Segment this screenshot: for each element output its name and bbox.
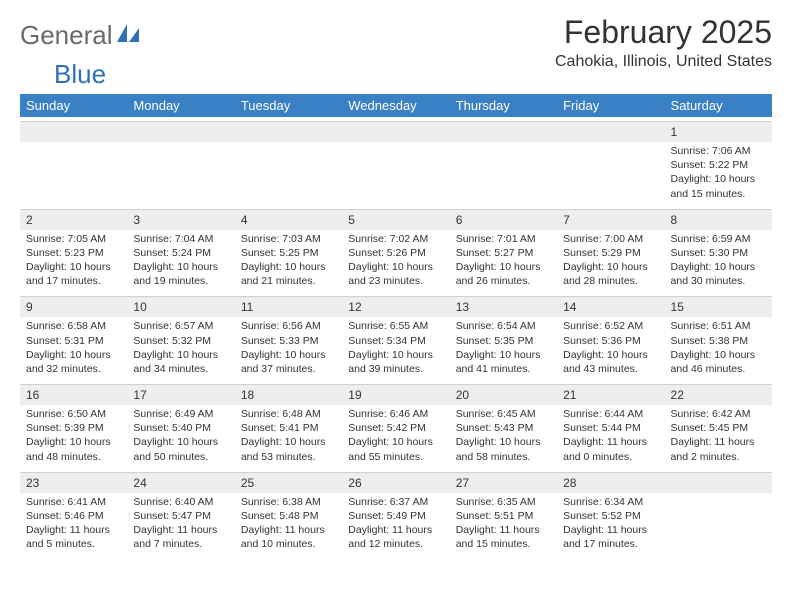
day-details-cell (665, 493, 772, 560)
logo-text-blue: Blue (54, 59, 792, 90)
day-details-cell: Sunrise: 6:51 AM Sunset: 5:38 PM Dayligh… (665, 317, 772, 384)
day-details-cell (20, 142, 127, 209)
day-number-cell: 25 (235, 472, 342, 493)
day-details-cell: Sunrise: 7:05 AM Sunset: 5:23 PM Dayligh… (20, 230, 127, 297)
details-row: Sunrise: 6:58 AM Sunset: 5:31 PM Dayligh… (20, 317, 772, 384)
day-details-cell: Sunrise: 6:35 AM Sunset: 5:51 PM Dayligh… (450, 493, 557, 560)
day-details-cell: Sunrise: 6:49 AM Sunset: 5:40 PM Dayligh… (127, 405, 234, 472)
weekday-header-row: Sunday Monday Tuesday Wednesday Thursday… (20, 94, 772, 117)
logo: General (20, 20, 139, 51)
day-details-cell: Sunrise: 6:56 AM Sunset: 5:33 PM Dayligh… (235, 317, 342, 384)
day-details-cell: Sunrise: 7:06 AM Sunset: 5:22 PM Dayligh… (665, 142, 772, 209)
day-number-cell: 21 (557, 385, 664, 406)
day-number-cell: 24 (127, 472, 234, 493)
details-row: Sunrise: 7:05 AM Sunset: 5:23 PM Dayligh… (20, 230, 772, 297)
day-details-cell: Sunrise: 7:00 AM Sunset: 5:29 PM Dayligh… (557, 230, 664, 297)
weekday-friday: Friday (557, 94, 664, 117)
weekday-saturday: Saturday (665, 94, 772, 117)
day-number-cell (127, 122, 234, 143)
day-number-cell: 17 (127, 385, 234, 406)
day-details-cell (557, 142, 664, 209)
day-number-cell: 15 (665, 297, 772, 318)
day-number-cell (450, 122, 557, 143)
day-number-cell: 19 (342, 385, 449, 406)
day-number-cell: 3 (127, 209, 234, 230)
logo-sail-icon (117, 24, 139, 49)
day-number-cell: 18 (235, 385, 342, 406)
details-row: Sunrise: 6:41 AM Sunset: 5:46 PM Dayligh… (20, 493, 772, 560)
day-details-cell: Sunrise: 6:54 AM Sunset: 5:35 PM Dayligh… (450, 317, 557, 384)
day-number-cell: 26 (342, 472, 449, 493)
day-details-cell (127, 142, 234, 209)
day-number-cell: 1 (665, 122, 772, 143)
weekday-thursday: Thursday (450, 94, 557, 117)
day-details-cell (235, 142, 342, 209)
day-number-cell: 8 (665, 209, 772, 230)
day-number-cell: 12 (342, 297, 449, 318)
logo-text-general: General (20, 20, 113, 51)
day-number-cell: 22 (665, 385, 772, 406)
weekday-wednesday: Wednesday (342, 94, 449, 117)
calendar-table: Sunday Monday Tuesday Wednesday Thursday… (20, 94, 772, 117)
day-number-cell: 13 (450, 297, 557, 318)
daynum-row: 232425262728 (20, 472, 772, 493)
day-number-cell: 11 (235, 297, 342, 318)
day-details-cell: Sunrise: 6:50 AM Sunset: 5:39 PM Dayligh… (20, 405, 127, 472)
day-details-cell: Sunrise: 6:41 AM Sunset: 5:46 PM Dayligh… (20, 493, 127, 560)
day-details-cell: Sunrise: 6:44 AM Sunset: 5:44 PM Dayligh… (557, 405, 664, 472)
day-number-cell: 4 (235, 209, 342, 230)
day-details-cell: Sunrise: 6:40 AM Sunset: 5:47 PM Dayligh… (127, 493, 234, 560)
day-number-cell (235, 122, 342, 143)
details-row: Sunrise: 6:50 AM Sunset: 5:39 PM Dayligh… (20, 405, 772, 472)
day-number-cell: 7 (557, 209, 664, 230)
day-details-cell: Sunrise: 6:37 AM Sunset: 5:49 PM Dayligh… (342, 493, 449, 560)
day-number-cell: 27 (450, 472, 557, 493)
day-number-cell: 2 (20, 209, 127, 230)
day-number-cell: 16 (20, 385, 127, 406)
day-number-cell (20, 122, 127, 143)
day-details-cell: Sunrise: 7:02 AM Sunset: 5:26 PM Dayligh… (342, 230, 449, 297)
day-number-cell: 6 (450, 209, 557, 230)
day-details-cell: Sunrise: 6:46 AM Sunset: 5:42 PM Dayligh… (342, 405, 449, 472)
day-details-cell: Sunrise: 6:42 AM Sunset: 5:45 PM Dayligh… (665, 405, 772, 472)
day-details-cell: Sunrise: 7:03 AM Sunset: 5:25 PM Dayligh… (235, 230, 342, 297)
day-details-cell: Sunrise: 6:59 AM Sunset: 5:30 PM Dayligh… (665, 230, 772, 297)
weekday-sunday: Sunday (20, 94, 127, 117)
daynum-row: 2345678 (20, 209, 772, 230)
day-number-cell (557, 122, 664, 143)
weekday-monday: Monday (127, 94, 234, 117)
daynum-row: 1 (20, 122, 772, 143)
day-details-cell: Sunrise: 6:45 AM Sunset: 5:43 PM Dayligh… (450, 405, 557, 472)
day-details-cell: Sunrise: 6:48 AM Sunset: 5:41 PM Dayligh… (235, 405, 342, 472)
daynum-row: 9101112131415 (20, 297, 772, 318)
day-number-cell: 28 (557, 472, 664, 493)
day-number-cell: 23 (20, 472, 127, 493)
day-number-cell: 10 (127, 297, 234, 318)
day-number-cell (342, 122, 449, 143)
weekday-tuesday: Tuesday (235, 94, 342, 117)
day-details-cell: Sunrise: 7:01 AM Sunset: 5:27 PM Dayligh… (450, 230, 557, 297)
day-number-cell: 14 (557, 297, 664, 318)
details-row: Sunrise: 7:06 AM Sunset: 5:22 PM Dayligh… (20, 142, 772, 209)
day-details-cell: Sunrise: 6:34 AM Sunset: 5:52 PM Dayligh… (557, 493, 664, 560)
month-title: February 2025 (555, 14, 772, 51)
calendar-body: 1Sunrise: 7:06 AM Sunset: 5:22 PM Daylig… (20, 121, 772, 559)
day-details-cell: Sunrise: 7:04 AM Sunset: 5:24 PM Dayligh… (127, 230, 234, 297)
day-details-cell (342, 142, 449, 209)
day-details-cell: Sunrise: 6:52 AM Sunset: 5:36 PM Dayligh… (557, 317, 664, 384)
day-details-cell (450, 142, 557, 209)
day-details-cell: Sunrise: 6:58 AM Sunset: 5:31 PM Dayligh… (20, 317, 127, 384)
day-details-cell: Sunrise: 6:38 AM Sunset: 5:48 PM Dayligh… (235, 493, 342, 560)
day-number-cell: 9 (20, 297, 127, 318)
day-details-cell: Sunrise: 6:55 AM Sunset: 5:34 PM Dayligh… (342, 317, 449, 384)
day-number-cell: 20 (450, 385, 557, 406)
day-number-cell (665, 472, 772, 493)
day-number-cell: 5 (342, 209, 449, 230)
day-details-cell: Sunrise: 6:57 AM Sunset: 5:32 PM Dayligh… (127, 317, 234, 384)
daynum-row: 16171819202122 (20, 385, 772, 406)
